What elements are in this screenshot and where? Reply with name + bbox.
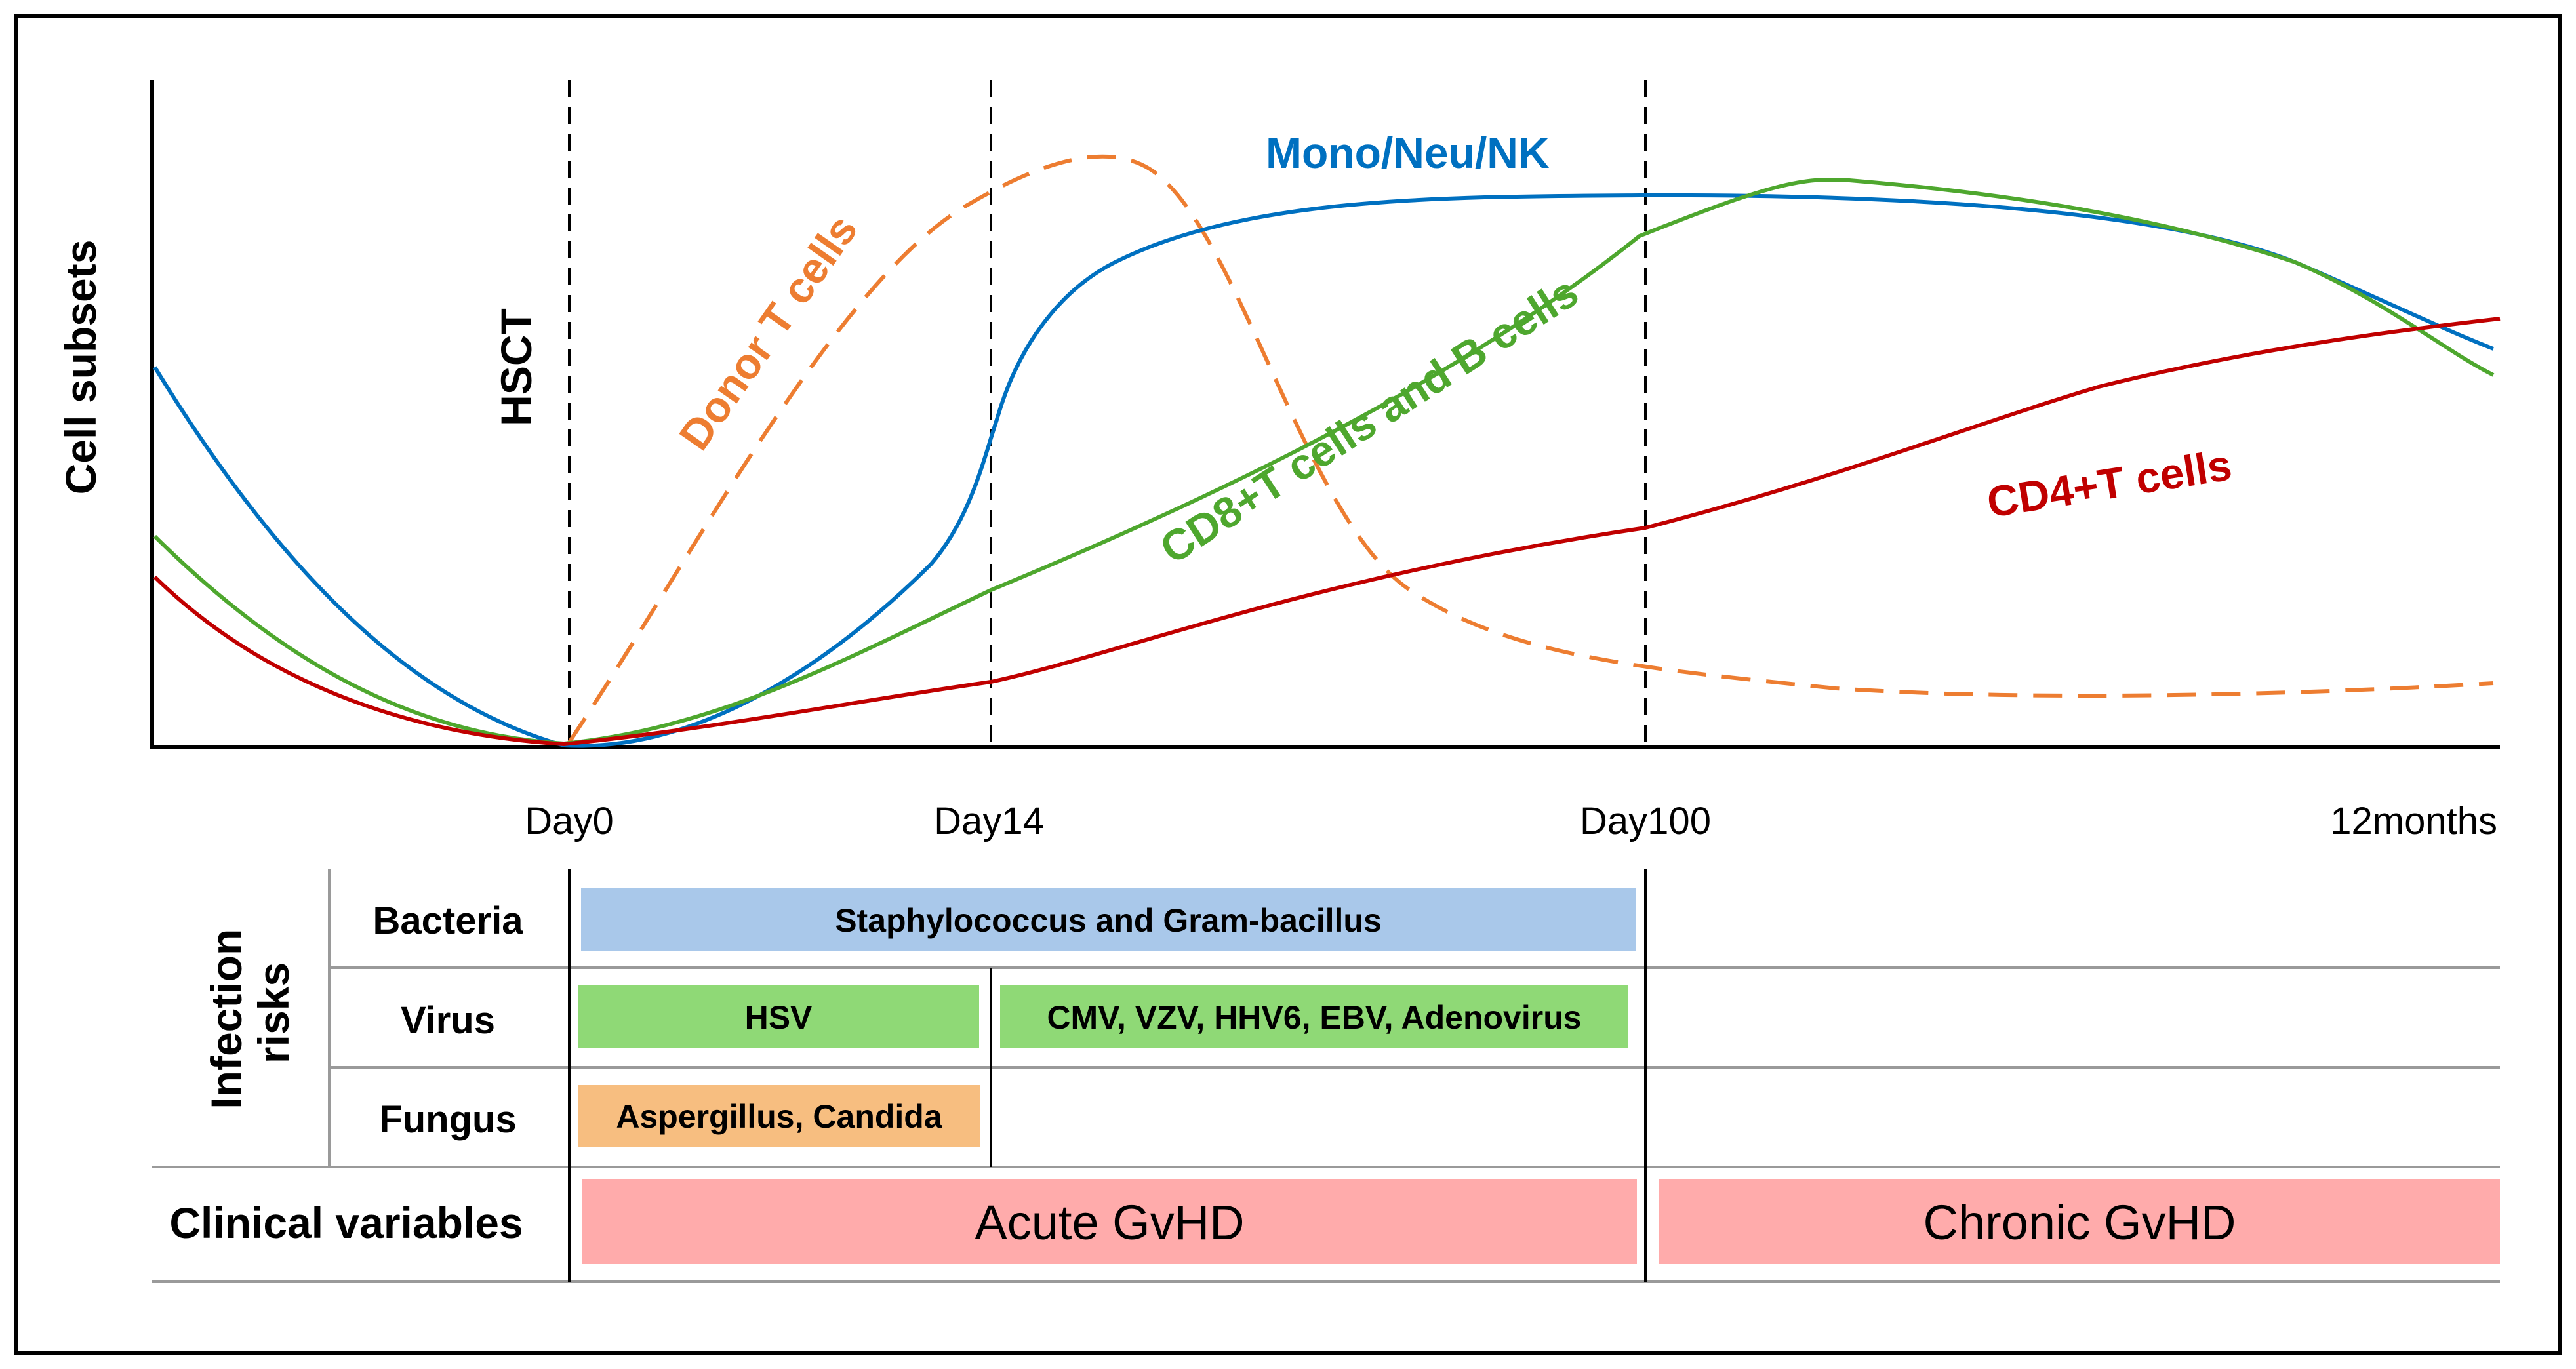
chronic-gvhd-label: Chronic GvHD (1923, 1195, 2236, 1250)
cd4-t-cells-curve (153, 317, 2501, 747)
infection-title-line2: risks (249, 962, 298, 1063)
bacteria-bar-label: Staphylococcus and Gram-bacillus (835, 902, 1382, 939)
bacteria-bar (581, 888, 1636, 951)
day100-label: Day100 (1580, 800, 1711, 843)
hsv-bar (578, 985, 979, 1048)
clinical-variables-label: Clinical variables (169, 1199, 523, 1247)
row-label-fungus: Fungus (379, 1098, 516, 1141)
viral-later-bar (1000, 985, 1628, 1048)
figure-frame (14, 14, 2562, 1355)
hsct-label: HSCT (492, 308, 540, 426)
infection-risks-title: Infection risks (202, 917, 298, 1109)
fungus-bar (578, 1085, 980, 1147)
day14-label: Day14 (934, 800, 1044, 843)
mono-neu-nk-label: Mono/Neu/NK (1266, 129, 1550, 177)
12months-label: 12months (2330, 800, 2497, 843)
acute-gvhd-bar (582, 1179, 1637, 1264)
hsv-bar-label: HSV (745, 999, 813, 1036)
chronic-gvhd-bar (1659, 1179, 2500, 1264)
infection-title-line1: Infection (202, 929, 251, 1109)
y-axis-label: Cell subsets (56, 240, 105, 495)
row-label-bacteria: Bacteria (373, 900, 524, 942)
fungus-bar-label: Aspergillus, Candida (616, 1098, 943, 1135)
donor-t-cells-curve (567, 154, 2494, 744)
row-label-virus: Virus (401, 999, 495, 1042)
acute-gvhd-label: Acute GvHD (975, 1195, 1244, 1250)
viral-later-bar-label: CMV, VZV, HHV6, EBV, Adenovirus (1047, 999, 1581, 1036)
day0-label: Day0 (525, 800, 613, 843)
